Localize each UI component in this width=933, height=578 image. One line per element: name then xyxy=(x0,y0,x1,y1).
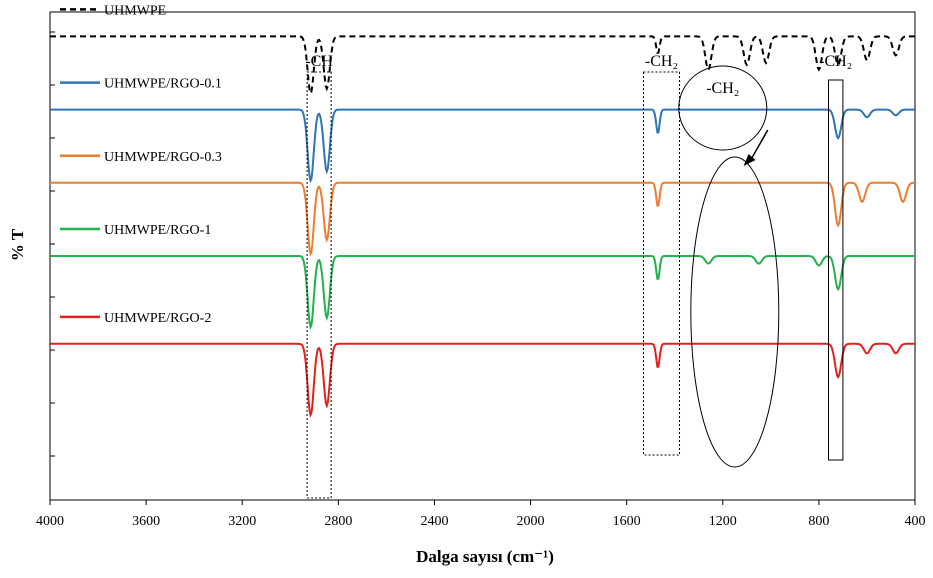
annotations: -CH -CH₂ -CH₂ -CH₂ xyxy=(305,53,852,499)
annotation-box-1 xyxy=(642,71,681,456)
y-axis-label: % T xyxy=(8,228,27,261)
x-tick-label: 1200 xyxy=(709,514,737,529)
x-tick-label: 1600 xyxy=(613,514,641,529)
plot-area xyxy=(49,11,916,501)
legend-label-1: UHMWPE/RGO-0.1 xyxy=(104,77,222,92)
series-line-4 xyxy=(50,342,915,418)
series-line-2 xyxy=(50,181,915,257)
series-line-3 xyxy=(50,255,915,330)
annotation-ellipse xyxy=(690,156,780,468)
legend-label-4: UHMWPE/RGO-2 xyxy=(104,311,211,326)
annotation-box-2 xyxy=(828,79,844,461)
x-tick-label: 800 xyxy=(808,514,829,529)
annotation-circle-label: -CH₂ xyxy=(706,80,739,97)
legend-label-0: UHMWPE xyxy=(104,3,166,18)
x-tick-label: 2800 xyxy=(324,514,352,529)
legend-label-3: UHMWPE/RGO-1 xyxy=(104,223,211,238)
x-tick-label: 2400 xyxy=(420,514,448,529)
x-tick-label: 2000 xyxy=(517,514,545,529)
annotation-label-1: -CH₂ xyxy=(645,53,678,70)
x-tick-label: 3600 xyxy=(132,514,160,529)
annotation-box-0 xyxy=(306,71,332,499)
series-line-1 xyxy=(50,108,915,184)
inline-legend: UHMWPE UHMWPE/RGO-0.1 UHMWPE/RGO-0.3 UHMWPE… xyxy=(60,3,222,326)
series-line-0 xyxy=(50,35,915,96)
x-tick-label: 400 xyxy=(905,514,926,529)
annotation-arrow-line xyxy=(748,129,769,163)
x-tick-label: 3200 xyxy=(228,514,256,529)
x-axis-ticks: 4000 3600 3200 2800 2400 2000 1600 1200 800 400 xyxy=(36,500,926,529)
x-axis-label: Dalga sayısı (cm⁻¹) xyxy=(416,547,554,566)
x-tick-label: 4000 xyxy=(36,514,64,529)
annotation-label-2: -CH₂ xyxy=(819,53,852,70)
annotation-circle xyxy=(678,65,768,151)
annotation-label-0: -CH xyxy=(305,53,333,70)
legend-label-2: UHMWPE/RGO-0.3 xyxy=(104,150,222,165)
